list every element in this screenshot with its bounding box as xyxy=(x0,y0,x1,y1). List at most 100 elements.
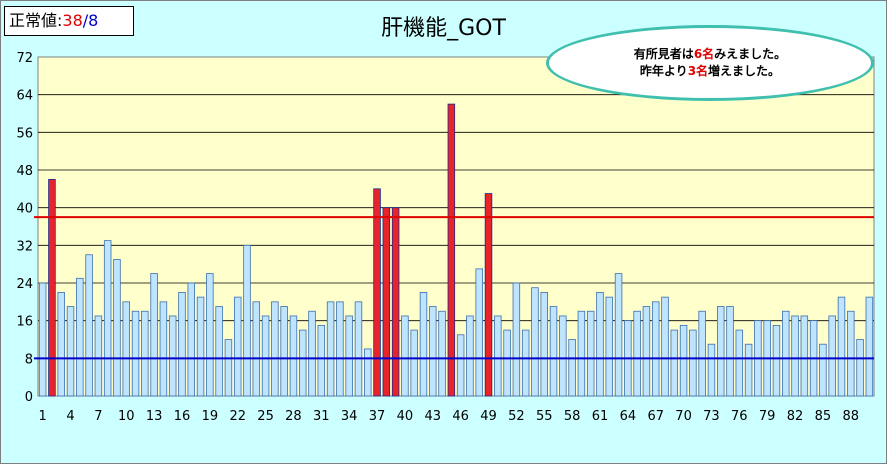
x-tick-label: 76 xyxy=(731,409,748,424)
flagged-bar xyxy=(484,193,493,397)
bar xyxy=(94,315,103,397)
bar xyxy=(419,292,428,397)
bar xyxy=(85,254,93,397)
bar xyxy=(568,339,576,397)
x-tick-label: 61 xyxy=(592,409,609,424)
bar xyxy=(168,315,177,397)
bar xyxy=(596,292,604,397)
bar xyxy=(698,310,706,397)
bar xyxy=(159,301,168,397)
bar xyxy=(131,310,140,397)
bar xyxy=(243,244,251,397)
y-tick-label: 8 xyxy=(25,352,33,367)
bar xyxy=(847,310,855,397)
bar xyxy=(521,329,530,397)
reference-lines xyxy=(34,216,874,360)
x-tick-label: 37 xyxy=(369,409,386,424)
x-tick-label: 16 xyxy=(174,409,191,424)
bar xyxy=(224,339,233,397)
y-tick-label: 16 xyxy=(16,315,33,330)
x-tick-label: 10 xyxy=(118,409,135,424)
bar xyxy=(271,301,279,397)
bar xyxy=(772,324,781,397)
bar xyxy=(196,296,205,397)
x-tick-label: 70 xyxy=(675,409,692,424)
callout-line-1-tail: みえました。 xyxy=(714,47,787,61)
bar xyxy=(466,315,474,397)
y-tick-label: 56 xyxy=(16,126,33,141)
bar xyxy=(791,315,799,397)
bar xyxy=(707,343,716,397)
bar xyxy=(401,315,409,397)
bar xyxy=(215,306,223,397)
callout-line-2: 昨年より3名増えました。 xyxy=(549,63,871,80)
bar xyxy=(828,315,836,397)
bar xyxy=(689,329,697,397)
bar xyxy=(726,306,734,397)
bar xyxy=(298,329,307,397)
x-tick-label: 19 xyxy=(202,409,219,424)
bar xyxy=(326,301,335,397)
x-tick-label: 79 xyxy=(759,409,776,424)
bar xyxy=(735,329,744,397)
bar xyxy=(76,277,84,397)
x-tick-label: 58 xyxy=(564,409,581,424)
normal-value-upper: 38 xyxy=(62,11,83,30)
bar xyxy=(429,306,437,397)
bar xyxy=(456,334,465,397)
flagged-bar xyxy=(447,103,456,397)
x-tick-label: 22 xyxy=(229,409,246,424)
bar xyxy=(800,315,809,397)
bar xyxy=(261,315,270,397)
bar xyxy=(252,301,261,397)
bar xyxy=(586,310,595,397)
bar xyxy=(438,310,446,397)
x-tick-label: 1 xyxy=(39,409,47,424)
bar xyxy=(475,268,483,397)
x-tick-label: 88 xyxy=(843,409,860,424)
bar xyxy=(206,273,214,397)
x-tick-label: 4 xyxy=(66,409,74,424)
callout-line-1: 有所見者は6名みえました。 xyxy=(549,46,871,63)
callout-count-increase: 3名 xyxy=(687,64,709,78)
y-tick-label: 40 xyxy=(16,202,33,217)
flagged-bar xyxy=(373,188,381,397)
bar xyxy=(633,310,641,397)
chart-title: 肝機能_GOT xyxy=(381,16,506,41)
callout-bubble: 有所見者は6名みえました。 昨年より3名増えました。 xyxy=(546,25,874,101)
bar xyxy=(178,292,186,397)
x-tick-label: 67 xyxy=(647,409,664,424)
x-tick-labels: 1 4 7 10 13 16 19 22 25 28 31 34 37 40 43 46 49 52 55 58 61 6… xyxy=(39,409,860,424)
bar xyxy=(716,306,725,397)
bar xyxy=(744,343,753,397)
flagged-bar xyxy=(382,207,391,397)
y-tick-label: 32 xyxy=(16,239,33,254)
normal-value-label: 正常値: xyxy=(9,11,63,30)
bar xyxy=(150,273,158,397)
y-tick-label: 64 xyxy=(16,89,33,104)
x-tick-label: 13 xyxy=(146,409,163,424)
bar xyxy=(503,329,511,397)
bar xyxy=(57,292,65,397)
callout-line-1-text: 有所見者は xyxy=(633,47,694,61)
x-tick-label: 43 xyxy=(425,409,442,424)
x-tick-label: 85 xyxy=(815,409,832,424)
bar xyxy=(651,301,660,397)
bar xyxy=(531,287,539,397)
flagged-bar xyxy=(48,179,56,397)
y-tick-label: 48 xyxy=(16,164,33,179)
y-tick-label: 0 xyxy=(25,390,33,405)
x-tick-label: 49 xyxy=(480,409,497,424)
x-tick-label: 73 xyxy=(703,409,720,424)
bar xyxy=(782,310,790,397)
x-tick-label: 52 xyxy=(508,409,525,424)
bar xyxy=(679,324,688,397)
y-tick-label: 72 xyxy=(16,51,33,66)
x-tick-label: 7 xyxy=(94,409,102,424)
x-tick-label: 55 xyxy=(536,409,553,424)
callout-count-this-year: 6名 xyxy=(693,47,715,61)
y-tick-labels: 0 8 16 24 32 40 48 56 64 72 xyxy=(16,51,33,405)
bar xyxy=(661,296,669,397)
bar xyxy=(113,259,121,397)
bar xyxy=(336,301,344,397)
